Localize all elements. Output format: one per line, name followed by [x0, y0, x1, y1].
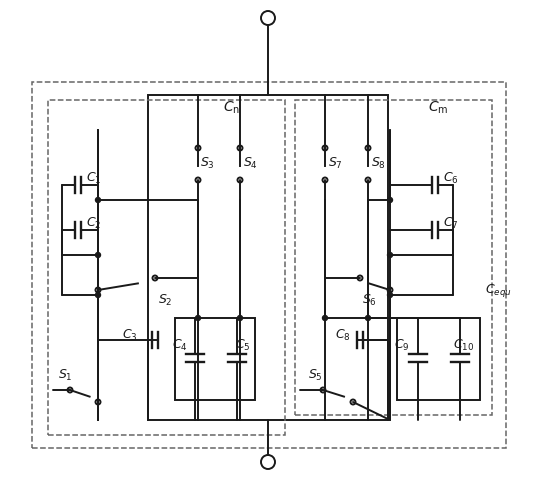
Text: $C_\mathrm{m}$: $C_\mathrm{m}$ [428, 100, 448, 116]
Text: $C_\mathrm{n}$: $C_\mathrm{n}$ [223, 100, 240, 116]
Text: $C_9$: $C_9$ [394, 337, 409, 353]
Text: $S_7$: $S_7$ [328, 156, 343, 171]
Text: $C_5$: $C_5$ [235, 337, 251, 353]
Circle shape [195, 316, 201, 320]
Text: $C_3$: $C_3$ [122, 328, 138, 342]
Text: $S_8$: $S_8$ [371, 156, 386, 171]
Text: $C_1$: $C_1$ [86, 171, 102, 185]
Circle shape [365, 316, 371, 320]
Bar [175, 318, 255, 400]
Circle shape [237, 316, 243, 320]
Text: $C_2$: $C_2$ [86, 216, 101, 230]
Bar [48, 100, 285, 435]
Bar [397, 318, 480, 400]
Bar [295, 100, 492, 415]
Circle shape [387, 252, 393, 258]
Circle shape [96, 252, 101, 258]
Text: $C_4$: $C_4$ [172, 337, 188, 353]
Text: $C_8$: $C_8$ [335, 328, 351, 342]
Text: $C_7$: $C_7$ [443, 216, 458, 230]
Circle shape [96, 293, 101, 297]
Circle shape [322, 316, 328, 320]
Text: $S_5$: $S_5$ [308, 367, 323, 383]
Text: $C_{10}$: $C_{10}$ [453, 337, 475, 353]
Text: $S_3$: $S_3$ [200, 156, 215, 171]
Bar [32, 82, 506, 448]
Text: $S_4$: $S_4$ [243, 156, 258, 171]
Bar [148, 95, 388, 420]
Text: $S_2$: $S_2$ [158, 293, 173, 308]
Text: $C_{equ}$: $C_{equ}$ [485, 282, 512, 298]
Circle shape [96, 197, 101, 203]
Text: $C_6$: $C_6$ [443, 171, 459, 185]
Circle shape [387, 293, 393, 297]
Circle shape [387, 197, 393, 203]
Text: $S_1$: $S_1$ [58, 367, 73, 383]
Text: $S_6$: $S_6$ [362, 293, 377, 308]
